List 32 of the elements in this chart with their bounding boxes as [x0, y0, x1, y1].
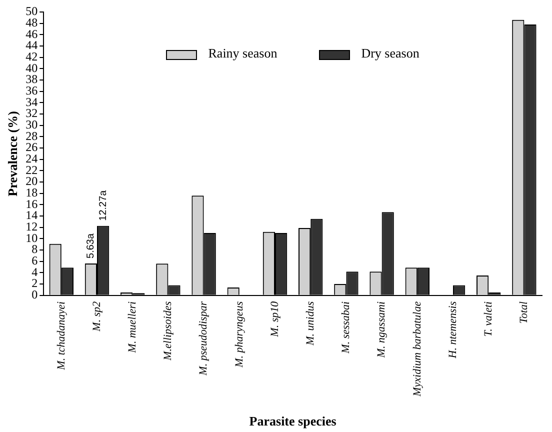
y-tick-label: 32	[26, 106, 38, 120]
y-tick-label: 2	[32, 276, 38, 290]
y-tick-label: 26	[26, 140, 38, 154]
y-tick-label: 20	[26, 174, 38, 188]
y-tick-label: 0	[32, 288, 38, 302]
x-tick-label: M. tchadanayei	[55, 301, 68, 371]
y-tick-label: 42	[26, 50, 38, 64]
y-tick-label: 46	[26, 26, 38, 41]
x-axis-title: Parasite species	[249, 414, 336, 429]
x-tick-label: Myxidium barbatulae	[411, 301, 424, 398]
data-label: 12.27a	[98, 190, 109, 221]
legend-label: Dry season	[361, 45, 420, 60]
x-tick-label: M. sp10	[268, 300, 281, 338]
x-tick-label: M. pharyngeus	[233, 301, 246, 368]
y-tick-label: 40	[26, 60, 38, 75]
x-tick-label: M.ellipsoides	[162, 301, 174, 362]
y-tick-label: 14	[26, 208, 38, 222]
data-label: 5.63a	[86, 233, 97, 258]
x-tick-label: M. pseudodispar	[198, 300, 210, 376]
x-tick-label: M. sessabai	[340, 301, 352, 354]
y-tick-label: 8	[32, 242, 38, 256]
y-tick-label: 44	[26, 38, 38, 52]
y-axis-title: Prevalence (%)	[5, 111, 20, 196]
legend-label: Rainy season	[208, 45, 278, 60]
x-tick-label: M. sp2	[90, 300, 103, 332]
x-tick-label: T. valeti	[482, 301, 494, 337]
y-tick-label: 38	[26, 72, 38, 86]
x-tick-label: M. muelleri	[126, 301, 138, 354]
x-tick-label: Total	[518, 301, 530, 324]
x-tick-label: M. unidus	[304, 301, 316, 346]
x-tick-label: H. ntemensis	[446, 301, 459, 360]
x-tick-label: M. ngassami	[376, 301, 388, 359]
